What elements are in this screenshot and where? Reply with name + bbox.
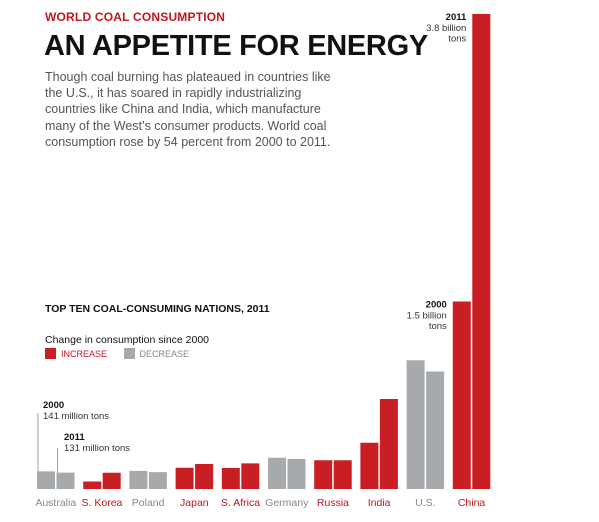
bar-russia-2000	[314, 460, 333, 489]
bar-s-korea-2000	[83, 481, 102, 489]
tick-label: U.S.	[415, 497, 435, 509]
bar-s-africa-2000	[221, 468, 240, 489]
bar-australia-2011	[56, 472, 75, 489]
legend-label-decrease: DECREASE	[139, 348, 190, 359]
legend-item-decrease: DECREASE	[123, 348, 190, 359]
legend: INCREASE DECREASE	[45, 348, 203, 361]
annotation-year: 2011	[446, 12, 467, 23]
bar-australia-2000	[37, 471, 55, 489]
legend-label-increase: INCREASE	[61, 348, 108, 359]
tick-label: Russia	[317, 497, 349, 509]
bar-u-s-2000	[406, 360, 425, 489]
annotation-value: 141 million tons	[43, 411, 109, 422]
bar-s-africa-2011	[241, 463, 260, 489]
bar-germany-2000	[268, 457, 286, 489]
tick-label: S. Africa	[221, 497, 260, 509]
kicker-title: WORLD COAL CONSUMPTION	[45, 10, 226, 24]
bar-germany-2011	[287, 459, 306, 489]
bar-japan-2011	[195, 464, 214, 489]
tick-label: India	[368, 497, 391, 509]
annotation-value: tons	[448, 34, 466, 45]
annotation-year: 2000	[43, 400, 64, 411]
annotation-value: 3.8 billion	[426, 23, 466, 34]
tick-label: Japan	[180, 497, 209, 509]
bar-china-2011	[472, 14, 491, 489]
bar-u-s-2011	[426, 371, 445, 489]
intro-text: Though coal burning has plateaued in cou…	[45, 70, 331, 149]
annotation-year: 2011	[64, 432, 85, 443]
headline: AN APPETITE FOR ENERGY	[44, 30, 428, 62]
tick-label: Germany	[265, 497, 309, 509]
tick-label: China	[458, 497, 486, 509]
legend-swatch-increase	[45, 348, 56, 359]
annotation-value: 1.5 billion	[407, 311, 447, 322]
annotation-value: tons	[429, 321, 447, 332]
tick-label: Poland	[132, 497, 165, 509]
legend-title: Change in consumption since 2000	[45, 334, 210, 346]
tick-label: Australia	[35, 497, 76, 509]
bar-poland-2000	[129, 470, 148, 489]
bar-china-2000	[452, 301, 471, 489]
bar-japan-2000	[175, 467, 194, 489]
bar-india-2000	[360, 442, 379, 489]
legend-item-increase: INCREASE	[45, 348, 107, 359]
bar-india-2011	[379, 399, 398, 489]
bar-poland-2011	[148, 472, 167, 489]
annotation-year: 2000	[426, 300, 447, 311]
legend-swatch-decrease	[123, 348, 135, 359]
chart-title: TOP TEN COAL-CONSUMING NATIONS, 2011	[45, 303, 270, 315]
bar-s-korea-2011	[102, 472, 121, 489]
bar-russia-2011	[333, 460, 352, 489]
tick-label: S. Korea	[82, 497, 123, 509]
annotation-value: 131 million tons	[64, 443, 130, 454]
